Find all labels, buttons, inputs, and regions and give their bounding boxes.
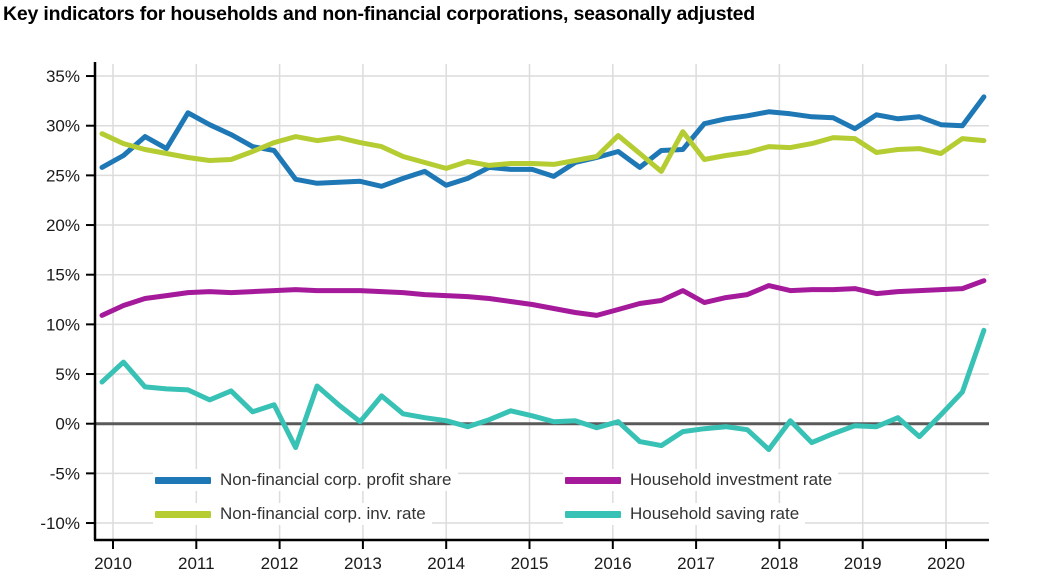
legend-label-corp-inv-rate: Non-financial corp. inv. rate bbox=[220, 504, 426, 523]
y-axis-tick-label: 15% bbox=[46, 266, 80, 285]
legend-label-saving-rate: Household saving rate bbox=[630, 504, 800, 523]
x-axis-tick-label: 2015 bbox=[511, 554, 549, 573]
x-axis-tick-label: 2014 bbox=[427, 554, 465, 573]
legend-swatch-profit-share bbox=[155, 476, 211, 484]
y-axis-tick-label: 35% bbox=[46, 67, 80, 86]
x-axis-tick-label: 2011 bbox=[178, 554, 215, 573]
y-axis-tick-label: 0% bbox=[55, 415, 80, 434]
series-line-2 bbox=[99, 129, 987, 174]
x-axis-tick-label: 2018 bbox=[760, 554, 798, 573]
x-axis-tick-label: 2010 bbox=[94, 554, 132, 573]
y-axis-tick-label: 20% bbox=[46, 216, 80, 235]
x-axis-tick-label: 2020 bbox=[927, 554, 965, 573]
legend: Non-financial corp. profit share Househo… bbox=[153, 469, 839, 525]
x-axis-tick-label: 2012 bbox=[261, 554, 299, 573]
series-line-3 bbox=[99, 278, 987, 318]
y-axis-tick-label: 5% bbox=[55, 365, 80, 384]
series-line-1 bbox=[99, 94, 987, 189]
y-axis-tick-label: 10% bbox=[46, 315, 80, 334]
legend-swatch-corp-inv-rate bbox=[155, 510, 211, 518]
y-axis-tick-label: 25% bbox=[46, 166, 80, 185]
legend-swatch-saving-rate bbox=[565, 510, 621, 518]
y-axis-tick-label: -10% bbox=[40, 514, 80, 533]
legend-item-corp-inv-rate: Non-financial corp. inv. rate bbox=[153, 503, 432, 525]
legend-label-investment-rate: Household investment rate bbox=[630, 470, 833, 489]
series-line-4 bbox=[99, 327, 987, 452]
x-axis-tick-label: 2017 bbox=[677, 554, 715, 573]
legend-item-saving-rate: Household saving rate bbox=[563, 503, 806, 525]
chart-title: Key indicators for households and non-fi… bbox=[3, 3, 756, 25]
x-axis-tick-label: 2016 bbox=[594, 554, 632, 573]
legend-item-investment-rate: Household investment rate bbox=[563, 469, 839, 491]
legend-swatch-investment-rate bbox=[565, 476, 621, 484]
x-axis-tick-label: 2013 bbox=[344, 554, 382, 573]
y-axis-tick-label: -5% bbox=[50, 464, 80, 483]
legend-label-profit-share: Non-financial corp. profit share bbox=[220, 470, 452, 489]
legend-item-profit-share: Non-financial corp. profit share bbox=[153, 469, 458, 491]
x-axis-tick-label: 2019 bbox=[844, 554, 882, 573]
y-axis-tick-label: 30% bbox=[46, 117, 80, 136]
